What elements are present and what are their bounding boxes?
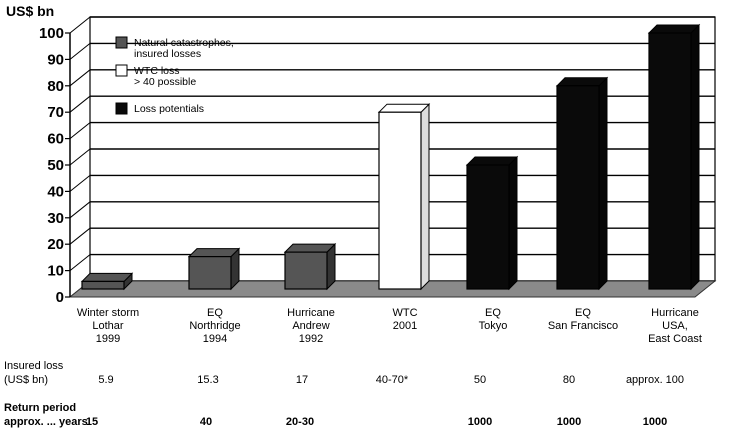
- bar-top: [283, 243, 337, 253]
- return-period-value: 40: [200, 416, 212, 428]
- bar-top: [647, 24, 701, 34]
- x-tick-label: Tokyo: [479, 320, 508, 332]
- bar: [555, 76, 609, 291]
- data-table: Insured loss (US$ bn) 5.9 15.3 17 40-70* 50 80 a…: [4, 360, 684, 428]
- bar: [377, 102, 431, 291]
- legend: Natural catastrophes,insured losses WTC l…: [115, 36, 234, 115]
- y-tick-label: 40: [47, 183, 64, 200]
- gridline-diagonal: [69, 148, 91, 166]
- return-period-value: 20-30: [286, 416, 314, 428]
- insured-loss-value: 15.3: [197, 374, 218, 386]
- row-label-insured-loss: Insured loss: [4, 360, 64, 372]
- row-label-insured-loss: (US$ bn): [4, 374, 48, 386]
- bar-top: [187, 248, 241, 258]
- x-tick-label: Hurricane: [287, 307, 335, 319]
- bar: [187, 247, 241, 291]
- gridline-diagonal: [69, 95, 91, 113]
- gridline-diagonal: [69, 69, 91, 87]
- y-tick-label: 70: [47, 104, 64, 121]
- x-tick-label: USA,: [662, 320, 688, 332]
- row-label-return-period: approx. ... years: [4, 416, 88, 428]
- gridline-diagonal: [69, 254, 91, 271]
- y-axis: 0 10 20 30 40 50 60 70 80 90 100 US$ bn: [6, 3, 71, 306]
- legend-swatch: [115, 102, 128, 115]
- x-tick-label: EQ: [575, 307, 591, 319]
- legend-label: WTC loss: [134, 65, 180, 77]
- bar-front: [466, 164, 510, 290]
- return-period-value: 1000: [468, 416, 492, 428]
- y-tick-label: 0: [56, 289, 64, 306]
- bar-front: [81, 280, 125, 290]
- return-period-value: 1000: [643, 416, 667, 428]
- bar-front: [378, 111, 422, 290]
- gridline-diagonal: [69, 175, 91, 192]
- bar-side: [598, 76, 608, 291]
- x-tick-label: Winter storm: [77, 307, 139, 319]
- gridline-diagonal: [69, 16, 91, 34]
- y-axis-title: US$ bn: [6, 3, 54, 19]
- bar: [283, 242, 337, 291]
- legend-swatch: [115, 36, 128, 49]
- bar-side: [420, 102, 430, 291]
- legend-swatch: [115, 64, 128, 77]
- bar-top: [377, 103, 431, 113]
- bar-front: [188, 256, 232, 290]
- x-tick-label: Lothar: [92, 320, 124, 332]
- bar-front: [284, 251, 328, 290]
- bar-top: [465, 156, 519, 166]
- legend-label: Loss potentials: [134, 103, 204, 115]
- bar-side: [508, 155, 518, 291]
- x-tick-label: EQ: [207, 307, 223, 319]
- y-tick-label: 60: [47, 131, 64, 148]
- x-tick-label: 1992: [299, 333, 323, 345]
- x-tick-label: Northridge: [189, 320, 240, 332]
- bar: [647, 23, 701, 291]
- gridline-diagonal: [69, 122, 91, 139]
- bar-front: [556, 85, 600, 290]
- bar-side: [690, 23, 700, 291]
- insured-loss-value: approx. 100: [626, 374, 684, 386]
- gridline-diagonal: [69, 201, 91, 219]
- bar-top: [555, 77, 609, 87]
- x-tick-label: WTC: [392, 307, 417, 319]
- y-tick-label: 100: [39, 25, 64, 42]
- gridline-diagonal: [69, 227, 91, 245]
- return-period-value: 15: [86, 416, 98, 428]
- x-tick-label: Andrew: [292, 320, 329, 332]
- insured-loss-value: 40-70*: [376, 374, 409, 386]
- x-axis-labels: Winter stormLothar1999EQNorthridge1994Hu…: [77, 307, 702, 345]
- bar-front: [648, 32, 692, 290]
- insured-loss-value: 80: [563, 374, 575, 386]
- x-tick-label: East Coast: [648, 333, 702, 345]
- bar: [465, 155, 519, 291]
- insured-loss-value: 5.9: [98, 374, 113, 386]
- x-tick-label: EQ: [485, 307, 501, 319]
- x-tick-label: 2001: [393, 320, 417, 332]
- x-tick-label: 1994: [203, 333, 227, 345]
- row-label-return-period: Return period: [4, 402, 76, 414]
- x-tick-label: San Francisco: [548, 320, 618, 332]
- y-tick-label: 80: [47, 78, 64, 95]
- return-period-value: 1000: [557, 416, 581, 428]
- bar: [80, 272, 134, 291]
- legend-label: Natural catastrophes,: [134, 37, 234, 49]
- y-tick-label: 20: [47, 236, 64, 253]
- legend-label: > 40 possible: [134, 76, 196, 88]
- insured-loss-value: 50: [474, 374, 486, 386]
- x-tick-label: 1999: [96, 333, 120, 345]
- x-tick-label: Hurricane: [651, 307, 699, 319]
- gridline-diagonal: [69, 43, 91, 60]
- y-tick-label: 30: [47, 210, 64, 227]
- bar-top: [80, 272, 134, 282]
- bars: [80, 23, 701, 291]
- insured-loss-value: 17: [296, 374, 308, 386]
- y-tick-label: 90: [47, 51, 64, 68]
- y-tick-label: 10: [47, 263, 64, 280]
- legend-label: insured losses: [134, 48, 201, 60]
- y-tick-label: 50: [47, 157, 64, 174]
